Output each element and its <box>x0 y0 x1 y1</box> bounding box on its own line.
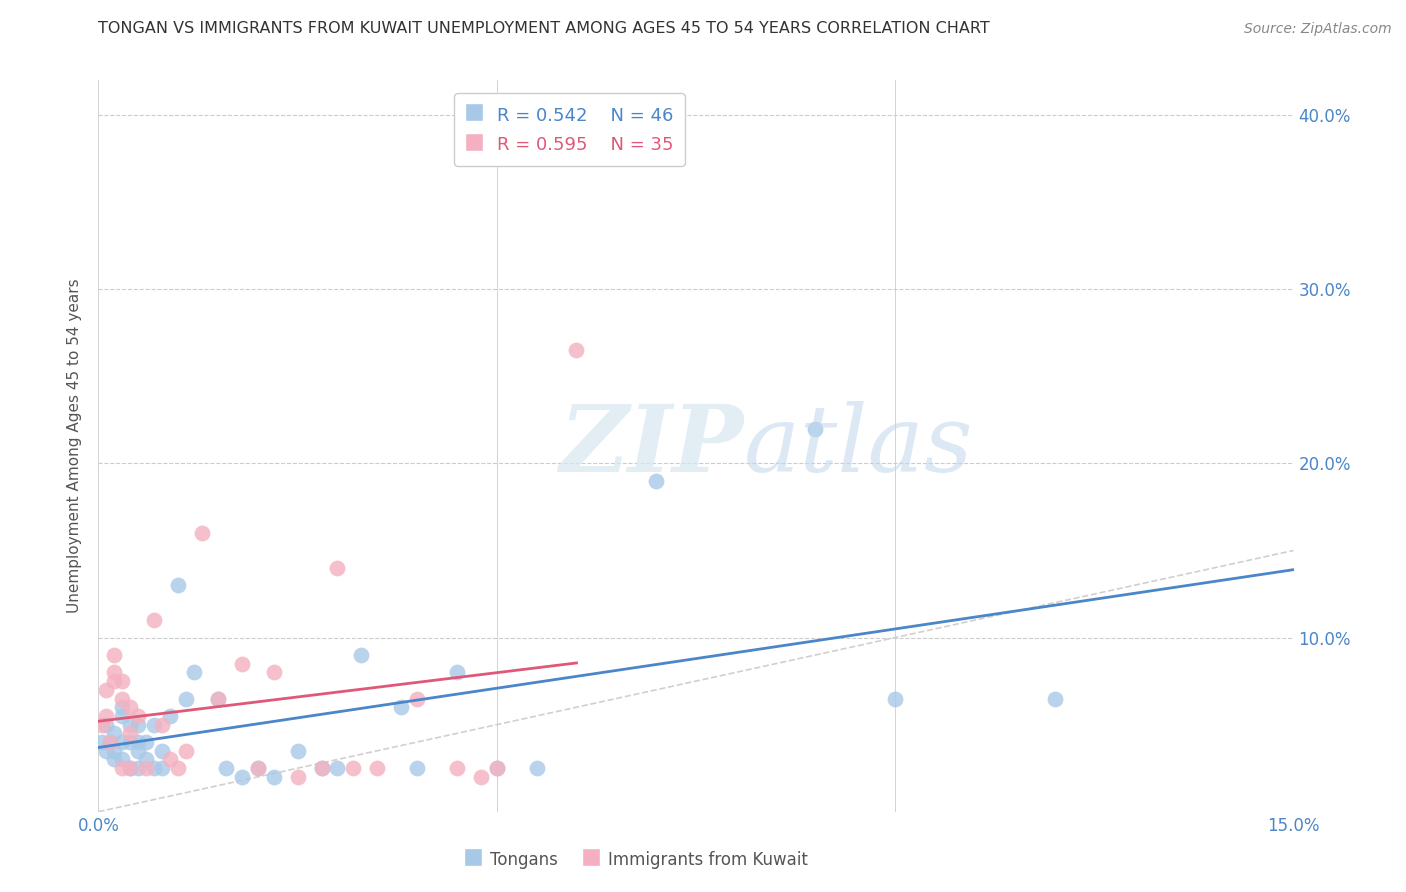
Point <box>150 717 173 731</box>
Point <box>526 761 548 775</box>
Point <box>127 735 149 749</box>
Point <box>135 761 157 775</box>
Point <box>103 752 125 766</box>
Point <box>103 726 125 740</box>
Point <box>263 665 285 680</box>
Point <box>120 726 142 740</box>
Point <box>150 744 173 758</box>
Point <box>485 761 508 775</box>
Point <box>127 709 149 723</box>
Point <box>326 761 349 775</box>
Point <box>263 770 285 784</box>
Point <box>96 717 118 731</box>
Point <box>111 691 134 706</box>
Text: ZIP: ZIP <box>560 401 744 491</box>
Point <box>96 682 118 697</box>
Point <box>246 761 269 775</box>
Point <box>191 526 214 541</box>
Point <box>470 770 492 784</box>
Point <box>406 761 429 775</box>
Point <box>91 717 114 731</box>
Point <box>389 700 412 714</box>
Point <box>103 665 125 680</box>
Point <box>103 674 125 689</box>
Point <box>143 761 166 775</box>
Point <box>366 761 388 775</box>
Point <box>120 735 142 749</box>
Point <box>215 761 238 775</box>
Point <box>127 717 149 731</box>
Point <box>120 761 142 775</box>
Point <box>406 691 429 706</box>
Point <box>103 648 125 662</box>
Point <box>207 691 229 706</box>
Point <box>311 761 333 775</box>
Text: TONGAN VS IMMIGRANTS FROM KUWAIT UNEMPLOYMENT AMONG AGES 45 TO 54 YEARS CORRELAT: TONGAN VS IMMIGRANTS FROM KUWAIT UNEMPLO… <box>98 21 990 36</box>
Point <box>135 752 157 766</box>
Point <box>287 744 309 758</box>
Text: atlas: atlas <box>744 401 973 491</box>
Legend: Tongans, Immigrants from Kuwait: Tongans, Immigrants from Kuwait <box>458 843 814 877</box>
Point <box>167 578 190 592</box>
Point <box>350 648 373 662</box>
Point <box>111 700 134 714</box>
Point <box>183 665 205 680</box>
Point <box>111 752 134 766</box>
Point <box>342 761 364 775</box>
Point <box>174 691 197 706</box>
Y-axis label: Unemployment Among Ages 45 to 54 years: Unemployment Among Ages 45 to 54 years <box>67 278 83 614</box>
Point <box>326 561 349 575</box>
Point <box>174 744 197 758</box>
Point <box>446 665 468 680</box>
Point <box>127 744 149 758</box>
Point <box>159 709 181 723</box>
Point <box>446 761 468 775</box>
Point <box>96 709 118 723</box>
Point <box>565 343 588 358</box>
Point <box>884 691 907 706</box>
Point <box>111 761 134 775</box>
Point <box>111 674 134 689</box>
Point <box>645 474 668 488</box>
Point <box>100 735 122 749</box>
Point <box>143 717 166 731</box>
Point <box>804 421 827 435</box>
Point <box>231 657 253 671</box>
Text: Source: ZipAtlas.com: Source: ZipAtlas.com <box>1244 22 1392 37</box>
Point <box>120 717 142 731</box>
Point <box>231 770 253 784</box>
Point <box>159 752 181 766</box>
Point <box>103 744 125 758</box>
Point <box>207 691 229 706</box>
Point <box>1043 691 1066 706</box>
Point <box>96 744 118 758</box>
Point <box>120 761 142 775</box>
Point <box>485 761 508 775</box>
Point <box>135 735 157 749</box>
Point <box>143 613 166 627</box>
Point <box>91 735 114 749</box>
Point <box>311 761 333 775</box>
Point <box>100 735 122 749</box>
Point <box>167 761 190 775</box>
Point <box>111 735 134 749</box>
Point <box>150 761 173 775</box>
Point <box>111 709 134 723</box>
Point <box>127 761 149 775</box>
Point <box>120 700 142 714</box>
Point <box>287 770 309 784</box>
Point <box>246 761 269 775</box>
